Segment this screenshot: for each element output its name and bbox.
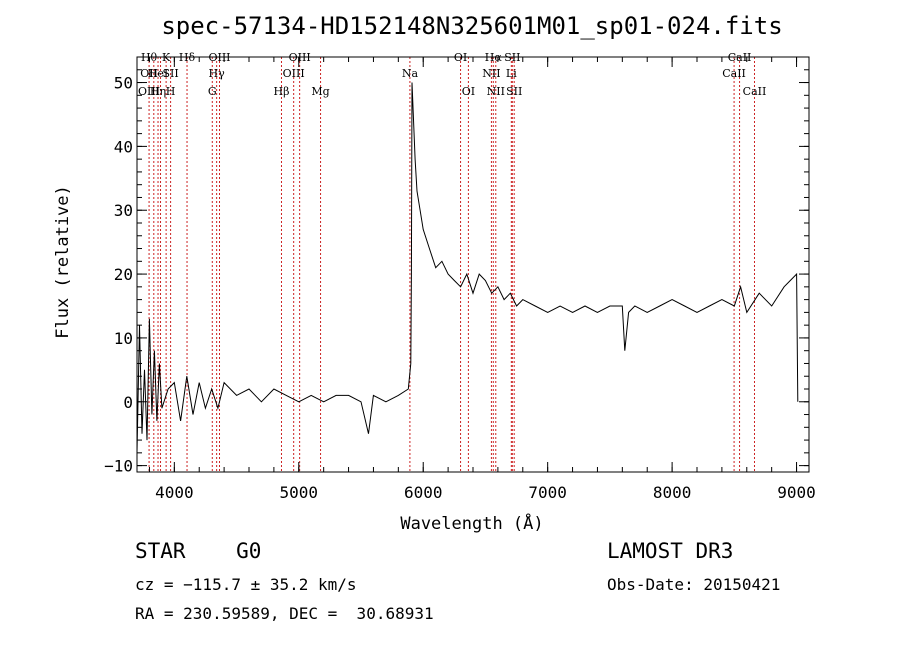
y-tick-label-6: 50 [114,74,133,93]
line-label-17-1: NII [482,67,500,80]
x-tick-label-3: 7000 [528,483,567,502]
redshift-cz: cz = −115.7 ± 35.2 km/s [135,575,357,594]
line-label-20-1: Li [506,67,517,80]
line-label-0-2: OIII [138,85,160,98]
line-label-7-2: G [208,85,217,98]
y-tick-label-3: 20 [114,265,133,284]
x-tick-label-1: 5000 [280,483,319,502]
line-label-14-1: Na [402,67,419,80]
line-label-0-1: OII [140,67,158,80]
y-tick-label-5: 40 [114,137,133,156]
line-label-5-1: SII [162,67,178,80]
object-subclass: G0 [236,539,262,563]
line-label-8-1: Hγ [209,67,226,80]
y-tick-label-2: 10 [114,329,133,348]
x-tick-label-5: 9000 [777,483,816,502]
spectrum-line-0 [136,82,799,453]
line-label-2-2: Hη [150,85,166,98]
y-tick-label-4: 30 [114,201,133,220]
line-label-10-2: Hβ [274,85,290,98]
line-label-11-1: OIII [283,67,305,80]
line-label-25-2: CaII [743,85,767,98]
line-label-23-1: CaII [722,67,746,80]
object-class: STAR [135,539,186,563]
line-label-13-2: Mg [311,85,329,98]
spectral-line-markers [148,57,755,472]
object-classification: STAR G0 [135,539,261,563]
chart-title: spec-57134-HD152148N325601M01_sp01-024.f… [161,12,782,40]
line-label-5-2: H [166,85,176,98]
spectrum-series [136,82,799,453]
y-tick-label-0: −10 [104,457,133,476]
x-axis-label: Wavelength (Å) [400,512,543,534]
line-label-19-2: NII [487,85,505,98]
x-tick-label-2: 6000 [404,483,443,502]
line-label-22-2: SII [506,85,522,98]
line-label-2-1: HeI [148,67,168,80]
x-tick-label-4: 8000 [653,483,692,502]
observation-date: Obs-Date: 20150421 [607,575,781,594]
ra-dec-coordinates: RA = 230.59589, DEC = 30.68931 [135,604,434,623]
y-axis-ticks: −10 0 10 20 30 40 50 [104,56,809,476]
y-tick-label-1: 0 [123,393,133,412]
survey-name: LAMOST DR3 [607,539,734,563]
y-axis-label: Flux (relative) [53,185,73,339]
plot-frame [136,56,810,473]
x-tick-label-0: 4000 [155,483,194,502]
line-label-16-2: OI [462,85,475,98]
x-axis-ticks: 4000 5000 6000 7000 8000 9000 [148,57,816,502]
